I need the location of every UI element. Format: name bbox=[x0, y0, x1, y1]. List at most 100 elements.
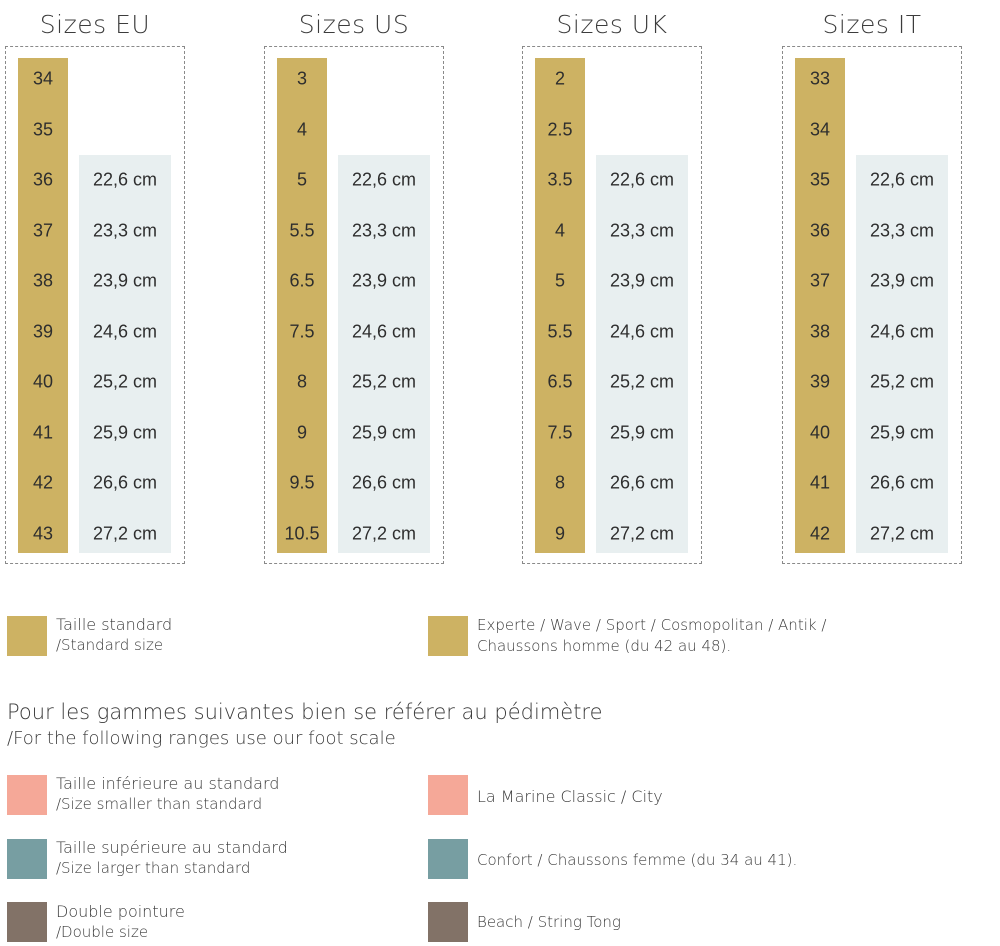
size-value: 33 bbox=[809, 68, 831, 89]
smaller-range-swatch bbox=[428, 775, 468, 815]
legend-label-fr: Taille standard bbox=[56, 615, 173, 634]
table-title: Sizes US bbox=[298, 10, 410, 39]
experte-swatch bbox=[428, 616, 468, 656]
size-value: 37 bbox=[32, 220, 54, 240]
cm-value: 24,6 cm bbox=[351, 321, 417, 341]
size-value: 41 bbox=[32, 422, 54, 442]
cm-value: 26,6 cm bbox=[92, 472, 158, 493]
size-value: 40 bbox=[809, 422, 831, 442]
size-value: 9 bbox=[296, 422, 307, 442]
foot-scale-note-en: /For the following ranges use our foot s… bbox=[7, 728, 396, 749]
size-value: 3.5 bbox=[547, 169, 573, 190]
legend-label: Taille standard /Standard size bbox=[56, 614, 172, 656]
table-box: 2 2.5 3.5 4 5 5.5 6.5 7.5 8 9 22,6 cm 23,3 cm 23,9 … bbox=[522, 46, 702, 564]
legend-label-fr: Taille supérieure au standard bbox=[56, 838, 288, 857]
cm-value: 27,2 cm bbox=[869, 523, 935, 543]
table-box: 3 4 5 5.5 6.5 7.5 8 9 9.5 10.5 22,6 cm 23,3 cm 23,9… bbox=[264, 46, 444, 564]
size-value: 5 bbox=[296, 169, 307, 190]
legend-label-fr: Taille inférieure au standard bbox=[56, 774, 280, 793]
table-title: Sizes UK bbox=[556, 10, 668, 39]
size-value: 8 bbox=[554, 472, 565, 493]
size-value: 34 bbox=[809, 119, 831, 139]
smaller-swatch bbox=[7, 775, 47, 815]
size-value: 10.5 bbox=[284, 523, 320, 543]
cm-value: 24,6 cm bbox=[609, 321, 675, 341]
double-range-swatch bbox=[428, 902, 468, 942]
cm-value: 25,9 cm bbox=[92, 422, 158, 442]
cm-value: 23,9 cm bbox=[351, 270, 417, 291]
size-value: 2.5 bbox=[547, 119, 573, 139]
cm-value: 26,6 cm bbox=[351, 472, 417, 493]
size-value: 35 bbox=[32, 119, 54, 139]
size-value: 38 bbox=[809, 321, 831, 341]
size-value: 40 bbox=[32, 371, 54, 392]
foot-scale-note: Pour les gammes suivantes bien se référe… bbox=[7, 700, 603, 724]
size-value: 9.5 bbox=[289, 472, 315, 493]
size-value: 5.5 bbox=[547, 321, 573, 341]
size-value: 6.5 bbox=[547, 371, 573, 392]
cm-value: 25,2 cm bbox=[92, 371, 158, 392]
legend-label-en: /Size smaller than standard bbox=[56, 795, 263, 813]
legend-range: Confort / Chaussons femme (du 34 au 41). bbox=[477, 851, 798, 869]
size-value: 43 bbox=[32, 523, 54, 543]
cm-value: 23,3 cm bbox=[92, 220, 158, 240]
cm-value: 26,6 cm bbox=[869, 472, 935, 493]
table-box: 34 35 36 37 38 39 40 41 42 43 22,6 cm 23,3 cm 23,9 … bbox=[5, 46, 185, 564]
cm-value: 27,2 cm bbox=[92, 523, 158, 543]
legend-label: Taille inférieure au standard /Size smal… bbox=[56, 773, 279, 815]
legend-range-line2: Chaussons homme (du 42 au 48). bbox=[477, 637, 732, 655]
legend-label-en: /Size larger than standard bbox=[56, 859, 251, 877]
table-box: 33 34 35 36 37 38 39 40 41 42 22,6 cm 23,3 cm 23,9 … bbox=[782, 46, 962, 564]
cm-value: 23,3 cm bbox=[351, 220, 417, 240]
legend-range-line1: Experte / Wave / Sport / Cosmopolitan / … bbox=[477, 616, 827, 634]
legend-label-en: /Double size bbox=[56, 923, 149, 941]
cm-value: 25,9 cm bbox=[869, 422, 935, 442]
size-value: 3 bbox=[296, 68, 307, 89]
cm-value: 22,6 cm bbox=[609, 169, 675, 190]
legend-label: Taille supérieure au standard /Size larg… bbox=[56, 837, 288, 879]
cm-value: 27,2 cm bbox=[351, 523, 417, 543]
legend-label: Double pointure /Double size bbox=[56, 901, 185, 943]
legend-label: Experte / Wave / Sport / Cosmopolitan / … bbox=[477, 615, 826, 657]
size-value: 6.5 bbox=[289, 270, 315, 291]
size-value: 5 bbox=[554, 270, 565, 291]
legend-range: La Marine Classic / City bbox=[477, 787, 663, 806]
cm-value: 26,6 cm bbox=[609, 472, 675, 493]
legend-label-fr: Double pointure bbox=[56, 902, 185, 921]
cm-value: 25,2 cm bbox=[869, 371, 935, 392]
size-value: 38 bbox=[32, 270, 54, 291]
size-value: 2 bbox=[554, 68, 565, 89]
size-value: 36 bbox=[32, 169, 54, 190]
cm-value: 23,9 cm bbox=[869, 270, 935, 291]
double-swatch bbox=[7, 902, 47, 942]
size-value: 4 bbox=[296, 119, 307, 139]
cm-value: 23,3 cm bbox=[869, 220, 935, 240]
cm-value: 25,2 cm bbox=[351, 371, 417, 392]
legend-label-en: /Standard size bbox=[56, 636, 164, 654]
size-column: 2 2.5 3.5 4 5 5.5 6.5 7.5 8 9 bbox=[535, 58, 585, 553]
size-value: 5.5 bbox=[289, 220, 315, 240]
cm-value: 25,9 cm bbox=[609, 422, 675, 442]
size-column: 33 34 35 36 37 38 39 40 41 42 bbox=[795, 58, 845, 553]
size-value: 37 bbox=[809, 270, 831, 291]
cm-value: 22,6 cm bbox=[92, 169, 158, 190]
size-value: 39 bbox=[32, 321, 54, 341]
cm-column: 22,6 cm 23,3 cm 23,9 cm 24,6 cm 25,2 cm 25,9 … bbox=[856, 155, 948, 553]
size-column: 34 35 36 37 38 39 40 41 42 43 bbox=[18, 58, 68, 553]
cm-value: 24,6 cm bbox=[869, 321, 935, 341]
cm-value: 27,2 cm bbox=[609, 523, 675, 543]
size-column: 3 4 5 5.5 6.5 7.5 8 9 9.5 10.5 bbox=[277, 58, 327, 553]
larger-range-swatch bbox=[428, 839, 468, 879]
legend-range: Beach / String Tong bbox=[477, 913, 621, 931]
size-value: 9 bbox=[554, 523, 565, 543]
table-title: Sizes EU bbox=[39, 10, 151, 39]
size-value: 42 bbox=[32, 472, 54, 493]
larger-swatch bbox=[7, 839, 47, 879]
table-title: Sizes IT bbox=[822, 10, 922, 39]
size-value: 39 bbox=[809, 371, 831, 392]
cm-value: 23,3 cm bbox=[609, 220, 675, 240]
standard-swatch bbox=[7, 616, 47, 656]
cm-column: 22,6 cm 23,3 cm 23,9 cm 24,6 cm 25,2 cm 25,9 … bbox=[596, 155, 688, 553]
cm-value: 24,6 cm bbox=[92, 321, 158, 341]
cm-value: 25,2 cm bbox=[609, 371, 675, 392]
